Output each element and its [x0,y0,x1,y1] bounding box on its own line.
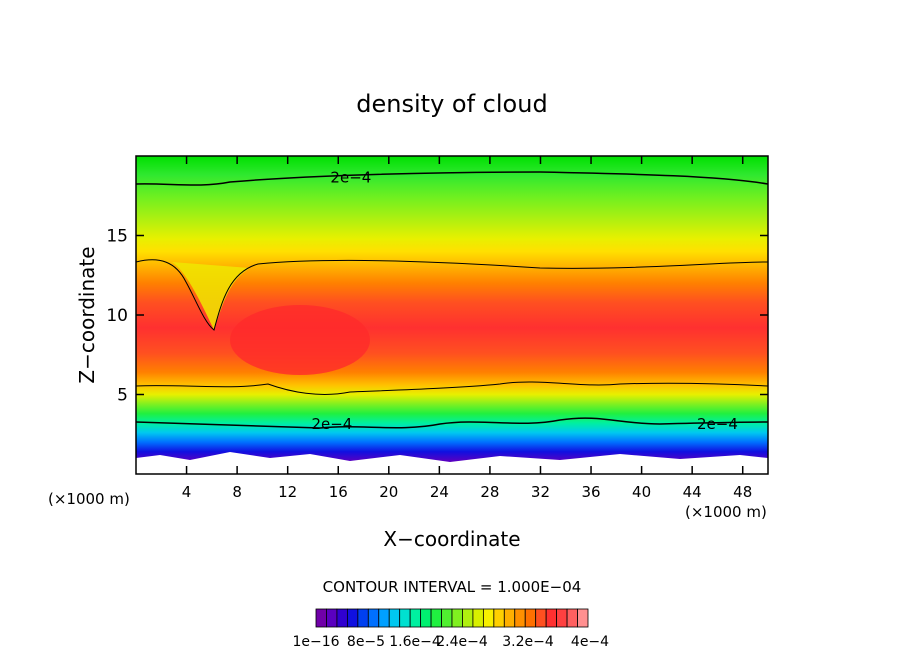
density-field [136,156,768,474]
colorbar-swatch [577,608,589,628]
colorbar-label: 3.2e−4 [502,634,554,650]
updraft-notch [172,262,250,330]
x-tick-label: 12 [278,483,297,501]
ragged-bottom-edge [136,452,768,474]
x-tick-label: 28 [480,483,499,501]
colorbar-label: 8e−5 [347,634,385,650]
x-tick-label: 44 [683,483,702,501]
contour-label: 2e−4 [330,169,371,187]
contour-label: 2e−4 [697,415,738,433]
colorbar-label: 2.4e−4 [436,634,488,650]
y-tick-label: 15 [106,227,128,247]
colorbar-labels: 1e−16 8e−5 1.6e−42.4e−4 3.2e−4 4e−4 [292,634,609,650]
colorbar-swatch [556,608,568,628]
colorbar-swatch [430,608,442,628]
contour-line-top [136,171,768,186]
colorbar-swatch [367,608,380,628]
colorbar-swatch [388,608,401,628]
x-axis-unit: (×1000 m) [685,503,767,521]
colorbar-swatch [451,608,463,628]
colorbar-swatch [420,608,432,628]
contour-line-upper [136,259,768,331]
colorbar-swatch [514,608,526,628]
colorbar-swatch [482,608,495,628]
colorbar-swatch [493,608,505,628]
colorbar-swatch [346,608,359,628]
x-tick-label: 4 [182,483,192,501]
y-tick-label: 10 [106,306,128,326]
colorbar-swatch [462,608,474,628]
colorbar-swatch [566,608,578,628]
colorbar-swatch [399,608,411,628]
colorbar-swatch [357,608,369,628]
colorbar-swatch [503,608,516,628]
x-tick-label: 40 [632,483,651,501]
colorbar [315,608,589,628]
colorbar-swatch [326,608,338,628]
x-tick-label: 36 [581,483,600,501]
x-axis-label: X−coordinate [383,527,520,551]
x-tick-label: 20 [379,483,398,501]
x-tick-label: 24 [430,483,449,501]
colorbar-label: 4e−4 [571,634,609,650]
colorbar-swatch [441,608,453,628]
plot-area: 2e−4 2e−4 2e−4 [136,156,768,474]
colorbar-label: 1.6e−4 [389,634,441,650]
y-axis-label: Z−coordinate [75,246,99,383]
chart-title: density of cloud [356,90,547,118]
contour-interval-text: CONTOUR INTERVAL = 1.000E−04 [323,578,582,596]
colorbar-swatch [545,608,558,628]
colorbar-label: 1e−16 [292,634,339,650]
x-tick-label: 16 [329,483,348,501]
y-axis-ticks: 5 10 15 [106,227,768,406]
colorbar-swatch [535,608,547,628]
x-tick-label: 48 [733,483,752,501]
colorbar-swatch [315,608,327,628]
y-tick-label: 5 [117,386,128,406]
core-max-region [230,305,370,375]
colorbar-swatch [472,608,484,628]
x-tick-label: 8 [232,483,242,501]
contour-line-bottom [136,417,768,429]
colorbar-swatch [524,608,537,628]
x-tick-label: 32 [531,483,550,501]
contour-label: 2e−4 [311,415,352,433]
contour-labels: 2e−4 2e−4 2e−4 [311,169,738,433]
x-axis-ticks: 4 8 12 16 20 24 28 32 36 40 44 48 [182,156,752,501]
colorbar-swatch [409,608,422,628]
colorbar-swatch [378,608,390,628]
y-axis-unit: (×1000 m) [48,490,130,508]
contour-line-lower [136,381,768,395]
colorbar-swatch [336,608,348,628]
